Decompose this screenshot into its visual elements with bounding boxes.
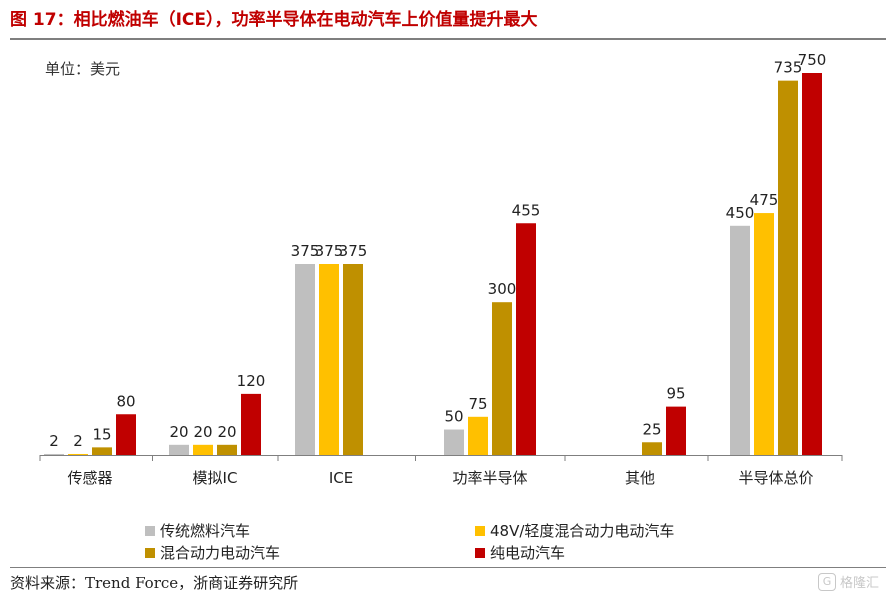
unit-label: 单位：美元 [45,60,121,78]
bar [444,429,464,455]
legend-label: 48V/轻度混合动力电动汽车 [490,522,675,540]
data-label: 750 [798,51,827,69]
data-label: 450 [726,204,755,222]
data-label: 20 [193,423,212,441]
x-tick-label: 其他 [625,469,655,487]
data-label: 375 [291,242,320,260]
data-label: 20 [217,423,236,441]
data-label: 455 [512,201,541,219]
x-tick-label: 功率半导体 [452,469,527,487]
data-label: 15 [92,425,111,443]
legend-item: 纯电动汽车 [475,542,565,563]
bar [492,302,512,455]
x-tick-label: 模拟IC [193,469,238,487]
bar [754,213,774,455]
x-tick-label: ICE [329,469,353,487]
data-label: 75 [468,395,487,413]
data-label: 375 [315,242,344,260]
bar [44,453,64,455]
bar [116,414,136,455]
x-tick-label: 传感器 [67,469,112,487]
title-divider [10,38,886,40]
bar [666,406,686,455]
watermark-text: 格隆汇 [839,576,879,591]
bar [92,447,112,455]
source-divider [10,567,886,568]
watermark: G 格隆汇 [817,572,879,591]
legend-item: 48V/轻度混合动力电动汽车 [475,520,674,541]
bar [319,264,339,455]
bar [468,416,488,455]
bar [169,444,189,455]
data-label: 20 [169,423,188,441]
data-label: 300 [488,280,517,298]
legend-swatch [145,525,155,536]
data-label: 735 [774,59,803,77]
bar [343,264,363,455]
legend-swatch [475,525,485,536]
legend-item: 传统燃料汽车 [145,520,250,541]
bar [642,442,662,455]
bar [730,225,750,455]
data-label: 2 [49,432,59,450]
bar [217,444,237,455]
x-tick-label: 半导体总价 [738,469,813,487]
bar [193,444,213,455]
legend-label: 纯电动汽车 [490,544,566,562]
bar [68,453,88,455]
chart-legend: 传统燃料汽车 48V/轻度混合动力电动汽车混合动力电动汽车 纯电动汽车 [145,520,845,562]
source-note: 资料来源：Trend Force，浙商证券研究所 [10,574,299,592]
data-label: 120 [237,372,266,390]
data-label: 2 [73,432,83,450]
watermark-logo-icon: G [817,572,836,591]
legend-swatch [475,547,485,558]
data-label: 95 [666,385,685,403]
bar [802,73,822,455]
bar [516,223,536,455]
data-label: 475 [750,191,779,209]
chart-title: 图 17：相比燃油车（ICE），功率半导体在电动汽车上价值量提升最大 [10,10,538,30]
legend-item: 混合动力电动汽车 [145,542,280,563]
data-label: 50 [444,408,463,426]
bar [241,393,261,455]
data-label: 25 [642,420,661,438]
bar [295,264,315,455]
data-label: 80 [116,392,135,410]
legend-label: 传统燃料汽车 [160,522,251,540]
legend-label: 混合动力电动汽车 [160,544,281,562]
data-label: 375 [339,242,368,260]
bar [778,80,798,455]
legend-swatch [145,547,155,558]
